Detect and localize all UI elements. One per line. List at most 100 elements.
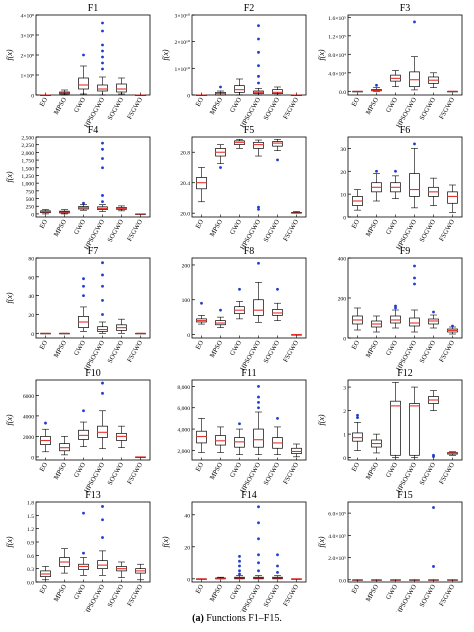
box — [409, 317, 420, 327]
outlier-point — [432, 506, 435, 509]
y-axis-label: f(x) — [317, 414, 326, 425]
outlier-point — [375, 169, 378, 173]
x-tick-label: SOGWO — [419, 461, 438, 486]
plot-frame — [35, 257, 151, 339]
x-tick-label: GWO — [385, 583, 399, 601]
y-tick-label: 1.2×10⁵ — [328, 34, 346, 40]
y-tick-label: 0 — [31, 212, 34, 218]
outlier-point — [257, 261, 260, 265]
outlier-point — [394, 169, 397, 173]
x-tick-label: EO — [39, 96, 50, 107]
outlier-point — [238, 572, 241, 576]
outlier-point — [257, 81, 260, 85]
chart-title: F14 — [241, 490, 257, 501]
outlier-point — [101, 147, 104, 151]
outlier-point — [257, 50, 260, 54]
outlier-point — [238, 555, 241, 558]
x-tick-label: GWO — [385, 461, 399, 479]
y-tick-label: 2,000 — [177, 449, 190, 455]
outlier-point — [432, 453, 435, 457]
outlier-point — [101, 261, 104, 265]
x-tick-label: MPSO — [365, 96, 380, 116]
chart-title: F13 — [85, 490, 101, 501]
x-tick-label: SOGWO — [263, 339, 282, 364]
outlier-point — [257, 561, 260, 565]
x-tick-label: FSGWO — [438, 339, 456, 363]
outlier-point — [238, 422, 241, 426]
y-tick-label: 0 — [31, 332, 34, 338]
x-tick-label: FSGWO — [126, 461, 144, 485]
y-tick-label: 1×10¹⁰ — [175, 66, 191, 73]
y-tick-label: 0 — [343, 337, 346, 343]
outlier-point — [219, 166, 222, 169]
plot-frame — [347, 14, 463, 96]
y-tick-label: 3×10⁸ — [21, 34, 35, 40]
x-tick-label: SOGWO — [419, 96, 438, 121]
y-tick-label: 80 — [28, 257, 34, 263]
y-tick-label: 4×10⁸ — [21, 14, 35, 20]
x-tick-label: GWO — [73, 461, 87, 479]
x-tick-label: FSGWO — [282, 339, 300, 363]
x-tick-label: MPSO — [53, 461, 68, 481]
outlier-point — [432, 310, 435, 314]
y-axis-label: f(x) — [317, 536, 326, 547]
plot-frame — [347, 379, 463, 461]
outlier-point — [257, 205, 260, 209]
x-tick-label: SOGWO — [107, 583, 126, 608]
x-tick-label: MPSO — [53, 218, 68, 238]
x-tick-label: MPSO — [209, 218, 224, 238]
outlier-point — [257, 569, 260, 573]
y-tick-label: 100 — [182, 298, 191, 304]
outlier-point — [44, 421, 47, 425]
outlier-point — [432, 565, 435, 568]
y-tick-label: 0 — [343, 216, 346, 222]
x-tick-label: FSGWO — [126, 218, 144, 242]
x-tick-label: MPSO — [209, 461, 224, 481]
y-tick-label: 0 — [31, 94, 34, 100]
y-tick-label: 1.5 — [27, 514, 34, 520]
y-tick-label: 40 — [184, 513, 190, 519]
box — [234, 85, 245, 93]
y-tick-label: 6.0×10⁵ — [328, 512, 346, 518]
outlier-point — [101, 67, 104, 71]
box — [253, 299, 264, 316]
y-tick-label: 3×10¹⁰ — [175, 13, 191, 20]
y-axis-label: f(x) — [161, 49, 170, 60]
outlier-point — [82, 511, 85, 515]
x-tick-label: GWO — [229, 96, 243, 114]
x-tick-label: SOGWO — [107, 96, 126, 121]
plot-frame — [191, 257, 307, 339]
outlier-point — [257, 537, 260, 541]
x-tick-label: GWO — [385, 218, 399, 236]
outlier-point — [101, 284, 104, 288]
plot-frame — [191, 501, 307, 583]
y-axis-label: f(x) — [5, 49, 14, 60]
plot-frame — [191, 379, 307, 461]
y-axis-label: f(x) — [5, 414, 14, 425]
caption-text: Functions F1–F15. — [206, 613, 282, 624]
plot-frame — [347, 257, 463, 339]
outlier-point — [394, 306, 397, 310]
chart-title: F7 — [88, 246, 99, 257]
x-tick-label: FSGWO — [126, 96, 144, 120]
x-tick-label: FSGWO — [438, 461, 456, 485]
y-tick-label: 0.0 — [339, 90, 346, 96]
y-tick-label: 20 — [28, 313, 34, 319]
box — [78, 77, 89, 90]
box — [390, 400, 401, 456]
outlier-point — [257, 64, 260, 68]
y-tick-label: 1,250 — [21, 174, 34, 180]
caption-label: (a) — [192, 613, 204, 624]
plot-frame — [35, 136, 151, 218]
y-tick-label: 0 — [187, 333, 190, 339]
y-tick-label: 4000 — [23, 414, 34, 420]
y-tick-label: 0.0 — [27, 581, 34, 587]
chart-title: F11 — [241, 368, 256, 379]
outlier-point — [101, 141, 104, 145]
outlier-point — [101, 518, 104, 522]
